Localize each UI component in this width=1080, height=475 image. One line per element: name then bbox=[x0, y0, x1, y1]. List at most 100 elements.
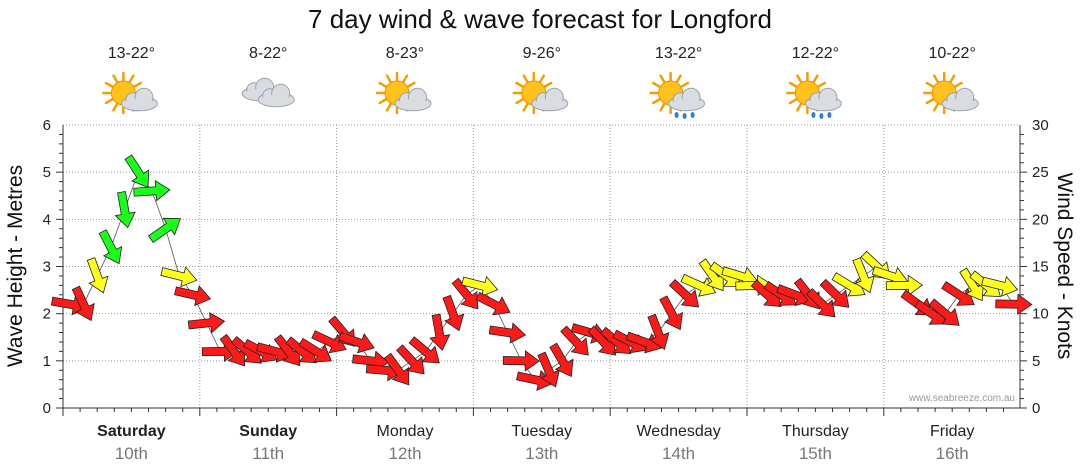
sun-cloud-icon bbox=[922, 71, 979, 115]
left-tick-label: 0 bbox=[43, 400, 51, 417]
wind-arrow bbox=[408, 336, 440, 364]
day-name: Monday bbox=[377, 423, 434, 440]
rain-drop bbox=[819, 113, 824, 119]
day-name: Friday bbox=[930, 423, 974, 440]
day-date: 12th bbox=[388, 444, 421, 463]
day-date: 13th bbox=[525, 444, 558, 463]
sun-ray bbox=[112, 74, 119, 83]
chart-axes: 0 1 2 3 4 5 6 0 5 10 15 20 25 30 bbox=[43, 117, 1049, 417]
right-tick-label: 0 bbox=[1032, 400, 1040, 417]
wind-arrow bbox=[659, 295, 684, 331]
day-temperature: 8-23° bbox=[386, 45, 424, 62]
sun-ray bbox=[932, 74, 939, 83]
wind-arrow bbox=[383, 352, 410, 386]
cloud-part bbox=[807, 99, 840, 110]
day-name: Tuesday bbox=[511, 423, 572, 440]
sun-ray bbox=[817, 81, 826, 88]
sun-ray bbox=[954, 81, 963, 88]
wind-arrow bbox=[959, 267, 984, 302]
left-tick-label: 4 bbox=[43, 211, 51, 228]
wind-arrow bbox=[885, 274, 923, 297]
sun-ray bbox=[515, 98, 524, 105]
left-axis-title: Wave Height - Metres bbox=[4, 165, 27, 367]
day-date: 11th bbox=[252, 444, 284, 463]
day-temperature: 8-22° bbox=[249, 45, 287, 62]
sun-ray bbox=[652, 81, 661, 88]
wind-arrow bbox=[647, 313, 670, 350]
rain-drop bbox=[811, 112, 816, 118]
day-temperature: 10-22° bbox=[929, 45, 976, 62]
sun-ray bbox=[925, 81, 935, 88]
wind-arrow bbox=[273, 334, 301, 367]
wind-arrow bbox=[174, 285, 212, 307]
left-tick-label: 1 bbox=[43, 353, 51, 370]
wind-arrow bbox=[475, 291, 511, 316]
sun-ray bbox=[385, 74, 392, 83]
cloud-part bbox=[670, 99, 703, 110]
right-tick-label: 10 bbox=[1032, 306, 1049, 323]
wind-arrow bbox=[852, 257, 875, 294]
wind-arrow bbox=[124, 154, 150, 188]
sun-ray bbox=[378, 81, 387, 88]
day-date: 14th bbox=[662, 444, 695, 463]
cloud-part bbox=[260, 95, 293, 106]
left-tick-label: 2 bbox=[43, 306, 51, 323]
wind-arrow bbox=[114, 191, 136, 229]
wind-arrow bbox=[311, 330, 347, 354]
wind-arrow bbox=[560, 325, 589, 356]
right-tick-label: 15 bbox=[1032, 259, 1049, 276]
right-axis-title: Wind Speed - Knots bbox=[1053, 173, 1076, 360]
wind-arrow bbox=[451, 277, 479, 310]
wind-arrows-series bbox=[50, 154, 1033, 391]
sun-cloud-icon bbox=[375, 71, 432, 115]
cloud-part bbox=[944, 99, 977, 110]
day-name: Thursday bbox=[782, 423, 849, 440]
sun-ray bbox=[652, 98, 661, 105]
day-date: 16th bbox=[936, 444, 969, 463]
day-date: 15th bbox=[799, 444, 832, 463]
right-tick-label: 30 bbox=[1032, 117, 1049, 134]
day-name: Wednesday bbox=[636, 423, 720, 440]
day-temperature: 13-22° bbox=[108, 45, 155, 62]
sun-cloud-rain-icon bbox=[786, 71, 842, 119]
wind-arrow bbox=[680, 273, 717, 297]
chart-title: 7 day wind & wave forecast for Longford bbox=[308, 4, 772, 34]
day-labels: Saturday 10th Sunday 11th Monday 12th Tuesday 1… bbox=[97, 423, 974, 463]
sun-ray bbox=[407, 81, 416, 88]
sun-ray bbox=[812, 74, 819, 83]
wind-arrow bbox=[133, 179, 171, 202]
sun-ray bbox=[402, 74, 409, 83]
credit-text: www.seabreeze.com.au bbox=[908, 393, 1015, 404]
wind-arrow bbox=[549, 342, 574, 377]
wind-arrow bbox=[819, 278, 850, 308]
sun-ray bbox=[949, 74, 956, 83]
right-tick-label: 5 bbox=[1032, 353, 1040, 370]
rain-drop bbox=[682, 113, 687, 119]
wind-arrow bbox=[502, 350, 540, 372]
left-tick-label: 3 bbox=[43, 259, 51, 276]
wind-arrow bbox=[86, 257, 109, 294]
wind-arrow bbox=[941, 281, 975, 306]
sun-ray bbox=[788, 98, 798, 105]
sun-ray bbox=[385, 103, 392, 112]
sun-ray bbox=[104, 81, 114, 88]
wind-arrow bbox=[148, 217, 181, 243]
sun-ray bbox=[796, 74, 803, 83]
sun-ray bbox=[543, 81, 553, 88]
right-tick-label: 25 bbox=[1032, 164, 1049, 181]
wind-arrow bbox=[187, 312, 226, 334]
sun-ray bbox=[133, 81, 142, 88]
wind-arrow bbox=[698, 258, 724, 292]
sun-cloud-icon bbox=[102, 71, 158, 115]
day-temperature: 9-26° bbox=[523, 45, 561, 62]
sun-ray bbox=[378, 98, 387, 105]
sun-ray bbox=[925, 98, 935, 105]
left-tick-label: 5 bbox=[43, 164, 51, 181]
sun-ray bbox=[522, 74, 529, 83]
cloud-part bbox=[396, 99, 430, 110]
sun-cloud-rain-icon bbox=[649, 71, 706, 119]
sun-ray bbox=[539, 74, 546, 83]
wind-arrow bbox=[298, 337, 332, 363]
wind-arrow bbox=[442, 294, 465, 332]
